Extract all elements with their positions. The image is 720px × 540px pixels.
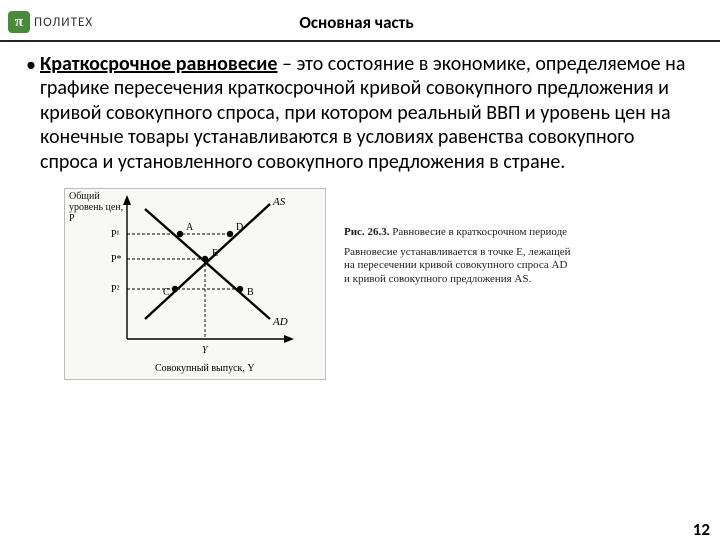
caption-body: Равновесие устанавливается в точке E, ле… <box>344 246 574 287</box>
term: Краткосрочное равновесие <box>40 52 277 76</box>
y-axis-arrow <box>123 195 131 205</box>
x-axis-arrow <box>284 335 294 343</box>
svg-text:D: D <box>236 222 243 233</box>
x-axis-title: Совокупный выпуск, Y <box>155 363 255 374</box>
as-label: AS <box>272 196 286 208</box>
ad-label: AD <box>272 316 288 328</box>
bullet-marker: • <box>26 52 40 174</box>
logo: π ПОЛИТЕХ <box>8 11 93 33</box>
figure-caption: Рис. 26.3. Равновесие в крат­ко­срочном … <box>344 188 574 287</box>
body-text: • Краткосрочное равновесие – это состоян… <box>0 42 720 174</box>
point-A: A <box>177 222 194 237</box>
logo-text: ПОЛИТЕХ <box>34 15 93 30</box>
xtick-y: Y <box>202 345 209 356</box>
page-number: 12 <box>693 519 710 540</box>
svg-text:C: C <box>163 287 170 298</box>
logo-icon: π <box>8 11 30 33</box>
ytick-p2: P² <box>111 284 120 295</box>
page-title: Основная часть <box>93 12 620 33</box>
chart-svg: A D E C B AS <box>65 189 325 379</box>
svg-text:B: B <box>247 287 254 298</box>
chart: Общий уровень цен, P <box>64 188 326 380</box>
svg-text:E: E <box>212 248 218 259</box>
ytick-p1: P¹ <box>111 229 120 240</box>
caption-heading: Равновесие в крат­ко­срочном периоде <box>389 226 567 238</box>
figure: Общий уровень цен, P <box>64 188 720 380</box>
caption-number: Рис. 26.3. <box>344 226 389 238</box>
header: π ПОЛИТЕХ Основная часть <box>0 6 720 42</box>
definition-text: Краткосрочное равновесие – это состояние… <box>40 52 694 174</box>
svg-text:A: A <box>186 222 194 233</box>
ytick-pe: P* <box>111 254 122 265</box>
